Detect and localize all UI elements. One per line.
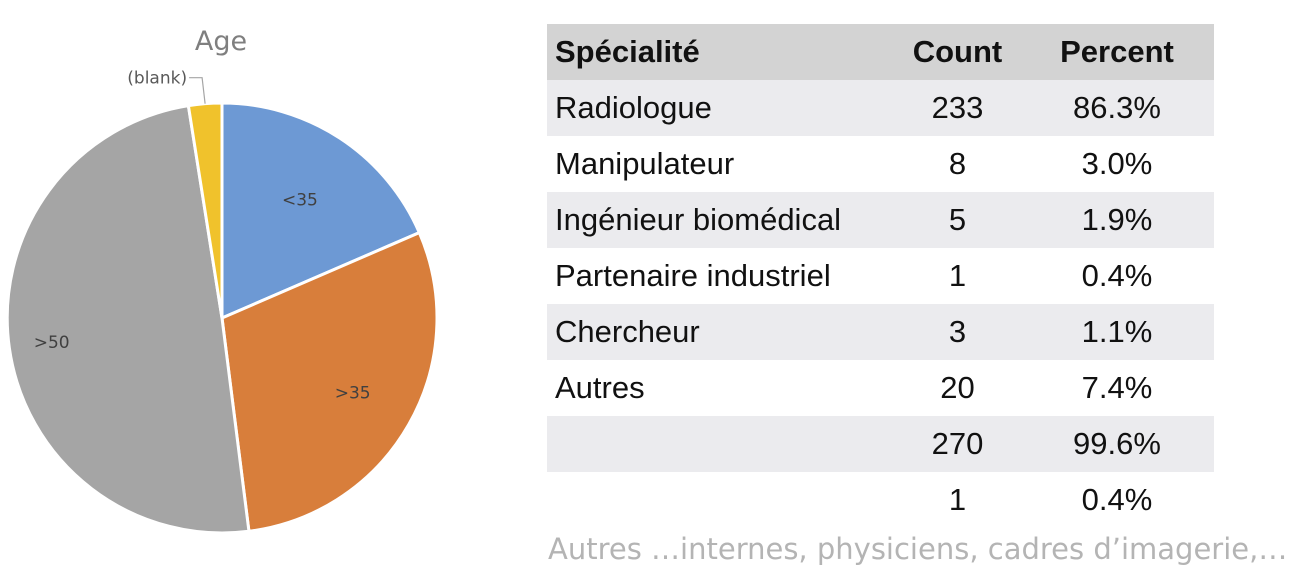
pie-slices [5, 101, 439, 535]
cell-percent: 1.9% [1020, 192, 1214, 248]
specialite-table: Spécialité Count Percent Radiologue 233 … [547, 24, 1214, 528]
pie-slice-35 [220, 101, 422, 321]
cell-specialite: Partenaire industriel [547, 248, 895, 304]
chart-title: Age [195, 26, 247, 57]
pie-slice-label: <35 [282, 190, 318, 210]
pie-slice-35 [220, 230, 439, 533]
cell-count: 270 [895, 416, 1020, 472]
specialite-table-container: Spécialité Count Percent Radiologue 233 … [547, 24, 1214, 528]
table-row: Partenaire industriel 1 0.4% [547, 248, 1214, 304]
cell-count: 8 [895, 136, 1020, 192]
age-pie-chart: Age <35 >35 >50 (blank) [0, 0, 520, 578]
pie-svg: Age <35 >35 >50 (blank) [5, 26, 439, 535]
header-percent: Percent [1020, 24, 1214, 80]
cell-specialite [547, 472, 895, 528]
pie-slice-label: >35 [335, 384, 371, 404]
header-count: Count [895, 24, 1020, 80]
header-specialite: Spécialité [547, 24, 895, 80]
cell-specialite [547, 416, 895, 472]
cell-specialite: Ingénieur biomédical [547, 192, 895, 248]
cell-specialite: Autres [547, 360, 895, 416]
cell-specialite: Radiologue [547, 80, 895, 136]
cell-count: 1 [895, 472, 1020, 528]
table-row: Radiologue 233 86.3% [547, 80, 1214, 136]
cell-count: 233 [895, 80, 1020, 136]
cell-percent: 86.3% [1020, 80, 1214, 136]
cell-count: 1 [895, 248, 1020, 304]
pie-slice-label: (blank) [127, 69, 187, 89]
cell-percent: 3.0% [1020, 136, 1214, 192]
cell-percent: 99.6% [1020, 416, 1214, 472]
table-row: Autres 20 7.4% [547, 360, 1214, 416]
table-row: Ingénieur biomédical 5 1.9% [547, 192, 1214, 248]
pie-slice-label: >50 [34, 333, 70, 353]
cell-percent: 1.1% [1020, 304, 1214, 360]
pie-slice-50 [5, 103, 251, 535]
table-row: 270 99.6% [547, 416, 1214, 472]
table-row: 1 0.4% [547, 472, 1214, 528]
cell-percent: 7.4% [1020, 360, 1214, 416]
cell-count: 20 [895, 360, 1020, 416]
footnote-text: Autres …internes, physiciens, cadres d’i… [548, 532, 1288, 566]
table-row: Manipulateur 8 3.0% [547, 136, 1214, 192]
cell-specialite: Manipulateur [547, 136, 895, 192]
table-row: Chercheur 3 1.1% [547, 304, 1214, 360]
table-header-row: Spécialité Count Percent [547, 24, 1214, 80]
cell-percent: 0.4% [1020, 472, 1214, 528]
cell-count: 3 [895, 304, 1020, 360]
cell-specialite: Chercheur [547, 304, 895, 360]
pie-labels: <35 >35 >50 (blank) [34, 69, 371, 404]
cell-count: 5 [895, 192, 1020, 248]
blank-leader-line [189, 77, 206, 104]
cell-percent: 0.4% [1020, 248, 1214, 304]
